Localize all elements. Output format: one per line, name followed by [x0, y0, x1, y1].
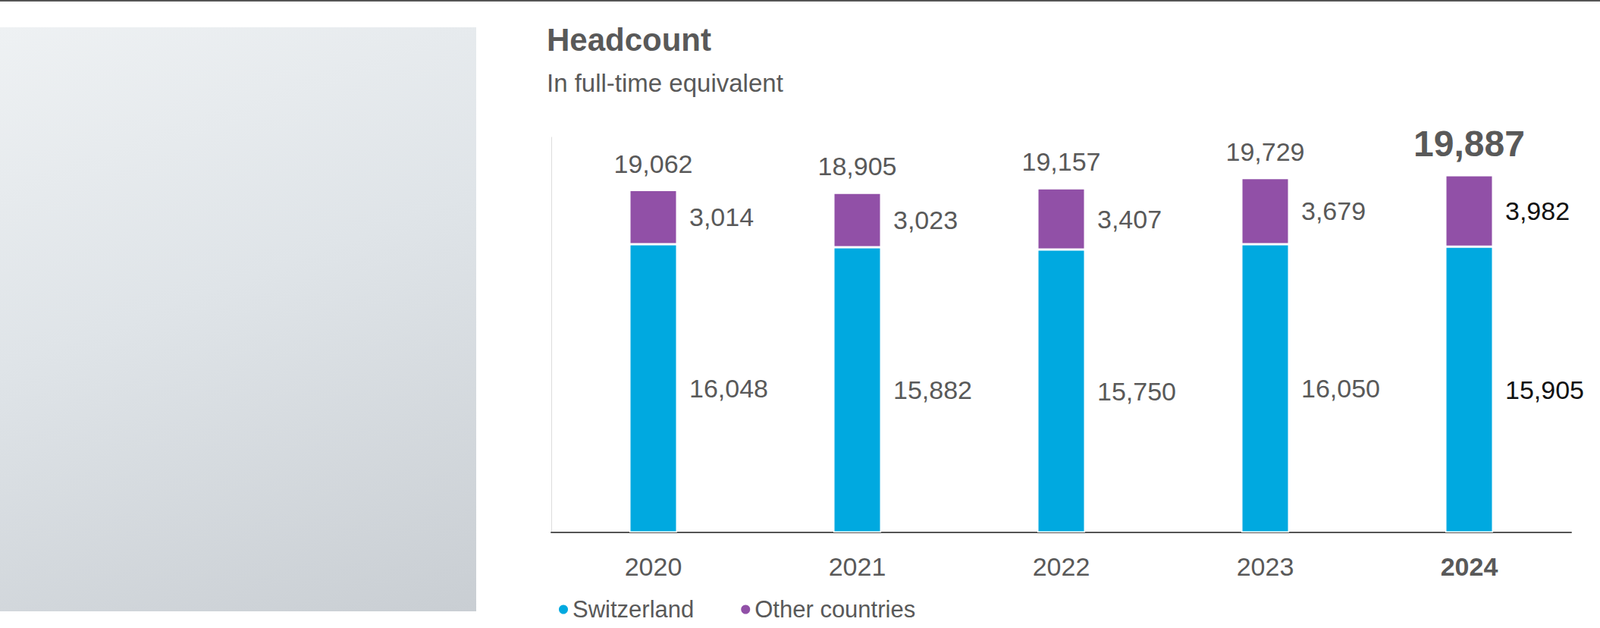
svg-text:2020: 2020: [624, 552, 683, 581]
svg-text:16,048: 16,048: [689, 373, 769, 403]
svg-text:2022: 2022: [1032, 552, 1091, 581]
svg-text:19,887: 19,887: [1413, 123, 1525, 164]
svg-text:18,905: 18,905: [818, 151, 898, 181]
svg-text:19,062: 19,062: [614, 149, 694, 179]
svg-text:Headcount: Headcount: [546, 21, 712, 58]
svg-text:2023: 2023: [1236, 552, 1295, 581]
svg-text:In full-time equivalent: In full-time equivalent: [546, 69, 784, 98]
svg-text:15,882: 15,882: [893, 375, 973, 405]
svg-text:2024: 2024: [1440, 552, 1499, 581]
svg-text:15,750: 15,750: [1097, 376, 1177, 406]
svg-text:3,982: 3,982: [1505, 196, 1570, 226]
svg-text:3,023: 3,023: [893, 205, 958, 235]
svg-text:3,014: 3,014: [689, 202, 754, 232]
svg-text:19,729: 19,729: [1226, 137, 1306, 167]
svg-text:15,905: 15,905: [1505, 375, 1585, 405]
svg-text:3,679: 3,679: [1301, 196, 1366, 226]
svg-text:2021: 2021: [828, 552, 887, 581]
svg-text:Switzerland: Switzerland: [572, 596, 694, 623]
svg-text:19,157: 19,157: [1022, 147, 1102, 176]
svg-text:Other countries: Other countries: [754, 596, 916, 623]
svg-text:16,050: 16,050: [1301, 373, 1381, 403]
svg-text:3,407: 3,407: [1097, 204, 1162, 234]
